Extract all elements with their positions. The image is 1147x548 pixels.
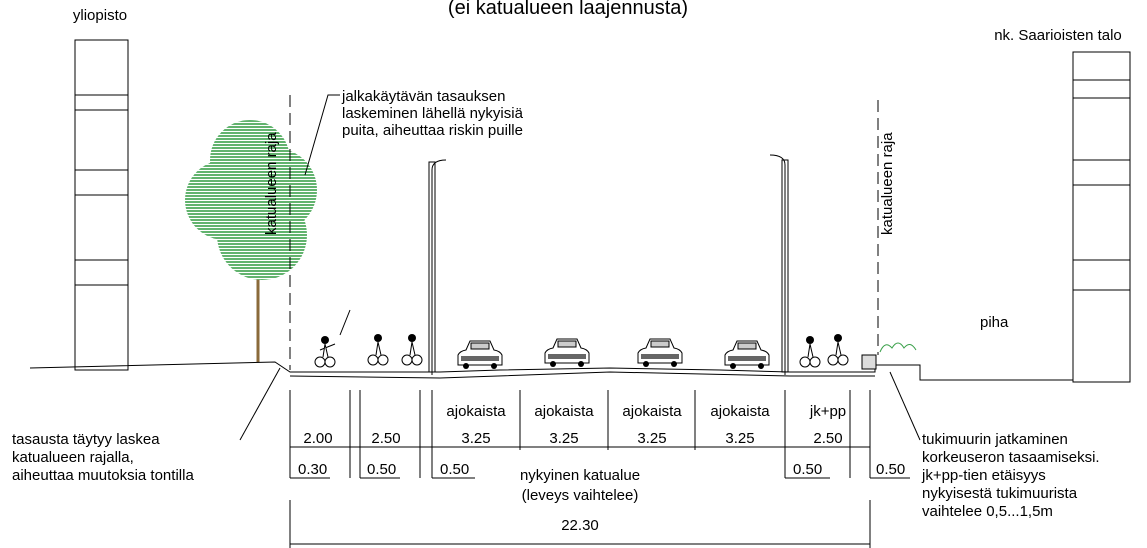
note: aiheuttaa muutoksia tontilla <box>12 467 194 484</box>
offset: 0.50 <box>440 461 469 478</box>
offset: 0.50 <box>367 461 396 478</box>
note: jalkakäytävän tasauksen <box>341 88 505 105</box>
lamps <box>320 155 788 375</box>
dimension: 3.25 <box>725 430 754 447</box>
note: (leveys vaihtelee) <box>522 487 639 504</box>
lane-name: ajokaista <box>622 403 682 420</box>
title: (ei katualueen laajennusta) <box>448 0 688 19</box>
dimension: 2.50 <box>371 430 400 447</box>
building-label: nk. Saarioisten talo <box>994 27 1122 44</box>
boundary-label: katualueen raja <box>879 132 896 235</box>
note: nykyisestä tukimuurista <box>922 485 1078 502</box>
tree <box>185 120 317 362</box>
note: vaihtelee 0,5...1,5m <box>922 503 1053 520</box>
ground <box>30 95 1073 380</box>
dimension: 2.50 <box>813 430 842 447</box>
building-label: yliopisto <box>73 7 127 24</box>
note: laskeminen lähellä nykyisiä <box>342 105 524 122</box>
lane-name: ajokaista <box>534 403 594 420</box>
dimension: 2.00 <box>303 430 332 447</box>
note: puita, aiheuttaa riskin puille <box>342 122 523 139</box>
note: nykyinen katualue <box>520 467 640 484</box>
boundary-label: katualueen raja <box>263 132 280 235</box>
yard-label: piha <box>980 314 1009 331</box>
street-section: (ei katualueen laajennusta) yliopisto nk… <box>0 0 1147 548</box>
offset: 0.50 <box>876 461 905 478</box>
total-width: 22.30 <box>561 517 599 534</box>
dimension: 3.25 <box>461 430 490 447</box>
dimension: 3.25 <box>549 430 578 447</box>
note: jk+pp-tien etäisyys <box>921 467 1046 484</box>
note: korkeuseron tasaamiseksi. <box>922 449 1100 466</box>
vehicles <box>315 334 848 369</box>
offset: 0.30 <box>298 461 327 478</box>
offset: 0.50 <box>793 461 822 478</box>
lane-name: ajokaista <box>446 403 506 420</box>
note: tasausta täytyy laskea <box>12 431 160 448</box>
lane-name: jk+pp <box>809 403 846 420</box>
note: katualueen rajalla, <box>12 449 134 466</box>
lane-name: ajokaista <box>710 403 770 420</box>
dimension: 3.25 <box>637 430 666 447</box>
note: tukimuurin jatkaminen <box>922 431 1068 448</box>
